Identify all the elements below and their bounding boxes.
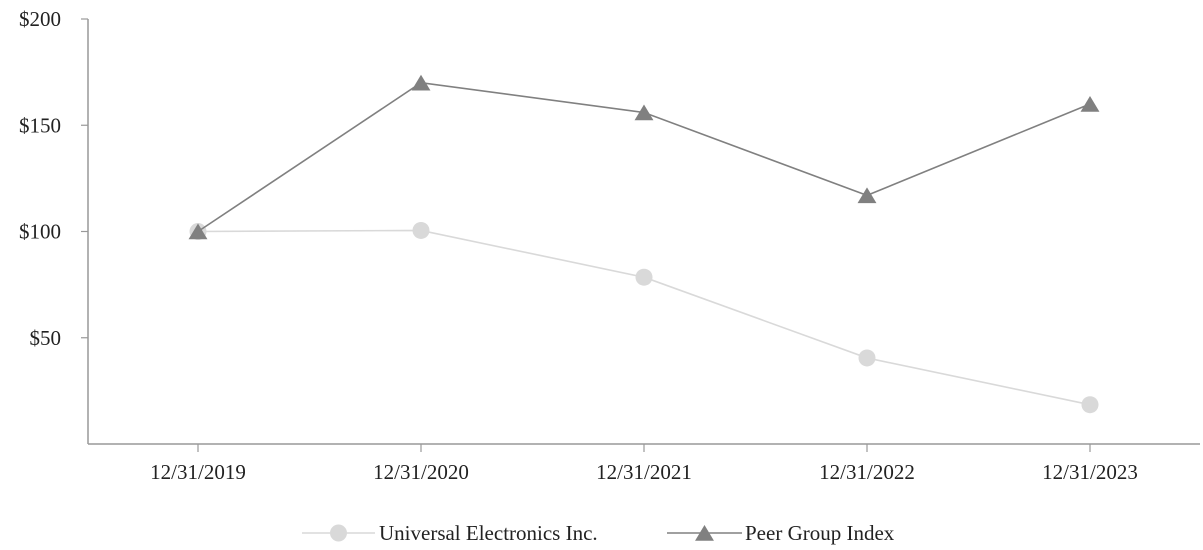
x-axis-ticks: 12/31/2019 12/31/2020 12/31/2021 12/31/2022…	[150, 444, 1138, 484]
data-point	[1080, 96, 1100, 112]
y-tick-label: $150	[19, 113, 61, 137]
series-line	[197, 229, 1091, 406]
x-tick-label: 12/31/2020	[373, 460, 469, 484]
data-point	[858, 349, 876, 367]
legend: Universal Electronics Inc. Peer Group Ind…	[302, 521, 895, 545]
series-triangle	[188, 74, 1100, 240]
series-circle	[189, 221, 1099, 414]
data-point	[634, 104, 654, 121]
data-point	[188, 223, 208, 240]
legend-item: Peer Group Index	[667, 521, 895, 545]
data-point	[412, 221, 430, 239]
x-tick-label: 12/31/2021	[596, 460, 692, 484]
y-tick-label: $100	[19, 220, 61, 244]
legend-label: Universal Electronics Inc.	[379, 521, 598, 545]
y-tick-label: $50	[30, 326, 62, 350]
data-point	[857, 187, 877, 204]
data-point	[635, 268, 653, 286]
y-tick-label: $200	[19, 7, 61, 31]
legend-label: Peer Group Index	[745, 521, 895, 545]
x-tick-label: 12/31/2019	[150, 460, 246, 484]
data-point	[411, 74, 431, 91]
x-tick-label: 12/31/2022	[819, 460, 915, 484]
legend-item: Universal Electronics Inc.	[302, 521, 598, 545]
legend-marker-triangle	[695, 525, 714, 541]
series-layer	[188, 74, 1100, 414]
x-tick-label: 12/31/2023	[1042, 460, 1138, 484]
y-axis-ticks: $50 $100 $150 $200	[19, 7, 88, 350]
legend-marker-circle	[330, 524, 347, 542]
data-point	[1081, 396, 1099, 414]
